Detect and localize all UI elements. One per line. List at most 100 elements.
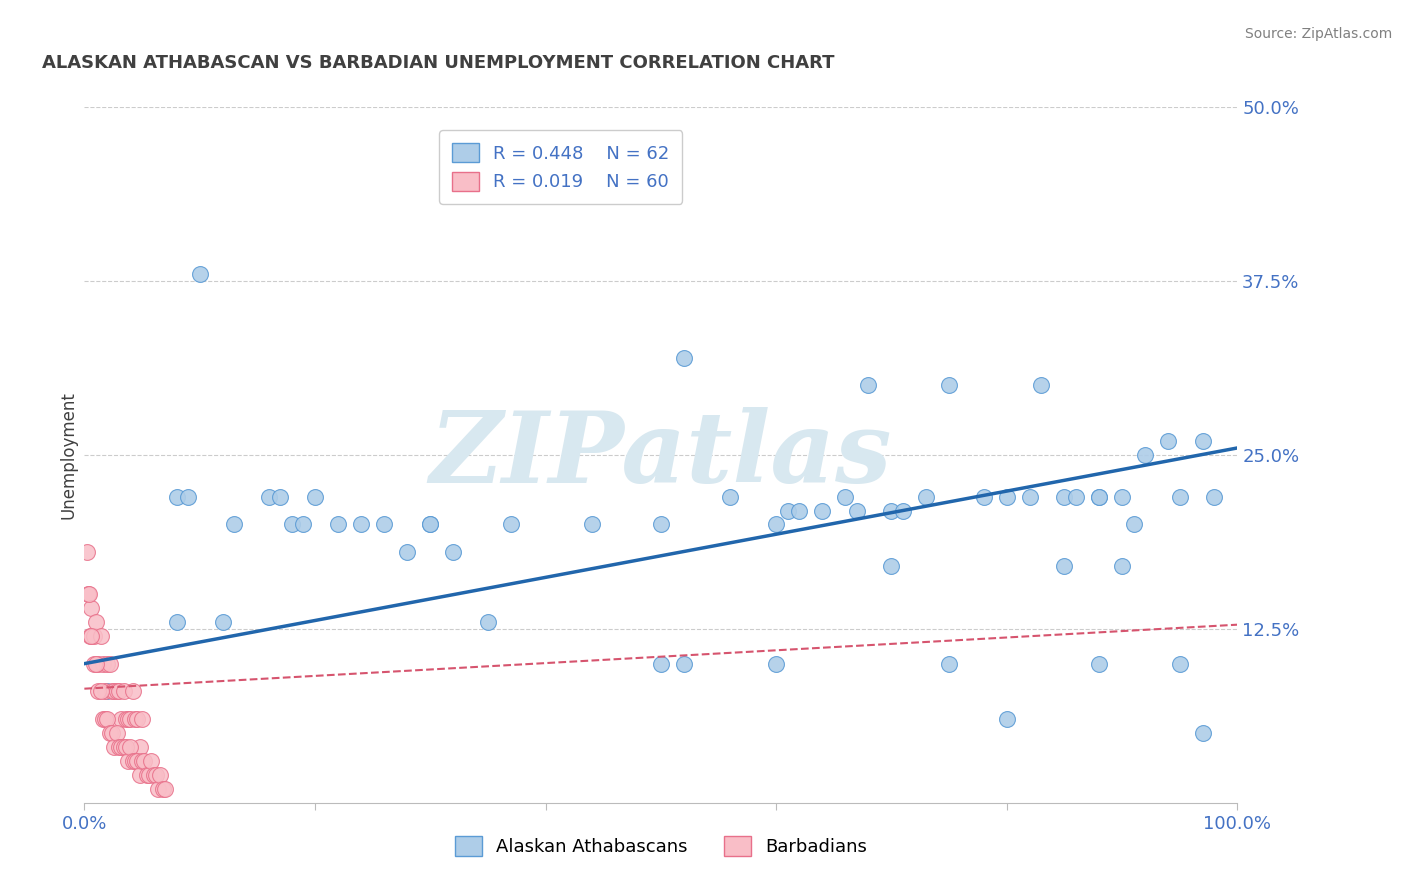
Point [89, 629, 111, 643]
Point [995, 712, 1018, 726]
Point [845, 503, 868, 517]
Point [84, 615, 107, 629]
Point [101, 726, 124, 740]
Y-axis label: Unemployment: Unemployment [59, 391, 77, 519]
Point [89, 684, 111, 698]
Point [124, 712, 146, 726]
Point [115, 740, 138, 755]
Point [1191, 434, 1213, 448]
Point [98, 657, 121, 671]
Point [128, 740, 150, 755]
Point [858, 378, 880, 392]
Point [938, 378, 960, 392]
Point [373, 517, 395, 532]
Point [120, 740, 142, 755]
Text: Source: ZipAtlas.com: Source: ZipAtlas.com [1244, 27, 1392, 41]
Point [76, 545, 98, 559]
Point [83, 629, 105, 643]
Point [149, 768, 172, 782]
Point [304, 490, 326, 504]
Point [441, 545, 464, 559]
Point [142, 768, 165, 782]
Point [891, 503, 914, 517]
Point [87, 684, 110, 698]
Point [101, 684, 124, 698]
Text: ALASKAN ATHABASCAN VS BARBADIAN UNEMPLOYMENT CORRELATION CHART: ALASKAN ATHABASCAN VS BARBADIAN UNEMPLOY… [42, 54, 835, 71]
Point [108, 740, 131, 755]
Point [115, 712, 138, 726]
Point [105, 726, 128, 740]
Point [811, 503, 834, 517]
Point [96, 684, 118, 698]
Point [672, 351, 695, 365]
Point [1133, 448, 1156, 462]
Point [292, 517, 315, 532]
Point [103, 684, 125, 698]
Point [834, 490, 856, 504]
Point [103, 740, 125, 755]
Point [134, 754, 156, 768]
Point [650, 517, 672, 532]
Point [1053, 559, 1076, 574]
Point [121, 754, 143, 768]
Point [672, 657, 695, 671]
Point [880, 559, 903, 574]
Point [1111, 490, 1133, 504]
Point [105, 684, 128, 698]
Point [108, 684, 131, 698]
Point [1018, 490, 1040, 504]
Point [224, 517, 246, 532]
Point [1088, 490, 1111, 504]
Legend: Alaskan Athabascans, Barbadians: Alaskan Athabascans, Barbadians [447, 829, 875, 863]
Point [79, 629, 101, 643]
Point [1088, 490, 1111, 504]
Point [787, 503, 810, 517]
Point [1088, 657, 1111, 671]
Point [96, 657, 118, 671]
Point [995, 490, 1018, 504]
Point [188, 267, 211, 281]
Point [94, 684, 117, 698]
Point [880, 503, 903, 517]
Point [915, 490, 938, 504]
Point [776, 503, 799, 517]
Point [128, 768, 150, 782]
Point [765, 657, 787, 671]
Point [110, 712, 132, 726]
Point [135, 768, 157, 782]
Point [1191, 726, 1213, 740]
Point [152, 781, 174, 796]
Point [166, 615, 188, 629]
Point [1204, 490, 1226, 504]
Point [1031, 378, 1053, 392]
Point [120, 712, 142, 726]
Point [581, 517, 603, 532]
Point [211, 615, 233, 629]
Point [1064, 490, 1087, 504]
Point [112, 740, 135, 755]
Point [91, 712, 114, 726]
Point [477, 615, 499, 629]
Point [973, 490, 995, 504]
Point [350, 517, 373, 532]
Point [127, 712, 149, 726]
Point [145, 768, 167, 782]
Point [1122, 517, 1144, 532]
Point [938, 657, 960, 671]
Point [117, 754, 139, 768]
Point [110, 740, 132, 755]
Point [124, 754, 146, 768]
Point [1168, 657, 1191, 671]
Point [83, 657, 105, 671]
Point [1168, 490, 1191, 504]
Point [94, 712, 117, 726]
Point [146, 781, 169, 796]
Point [1157, 434, 1180, 448]
Point [80, 629, 103, 643]
Point [112, 684, 135, 698]
Point [141, 754, 163, 768]
Point [77, 587, 100, 601]
Point [269, 490, 291, 504]
Point [87, 657, 110, 671]
Point [419, 517, 441, 532]
